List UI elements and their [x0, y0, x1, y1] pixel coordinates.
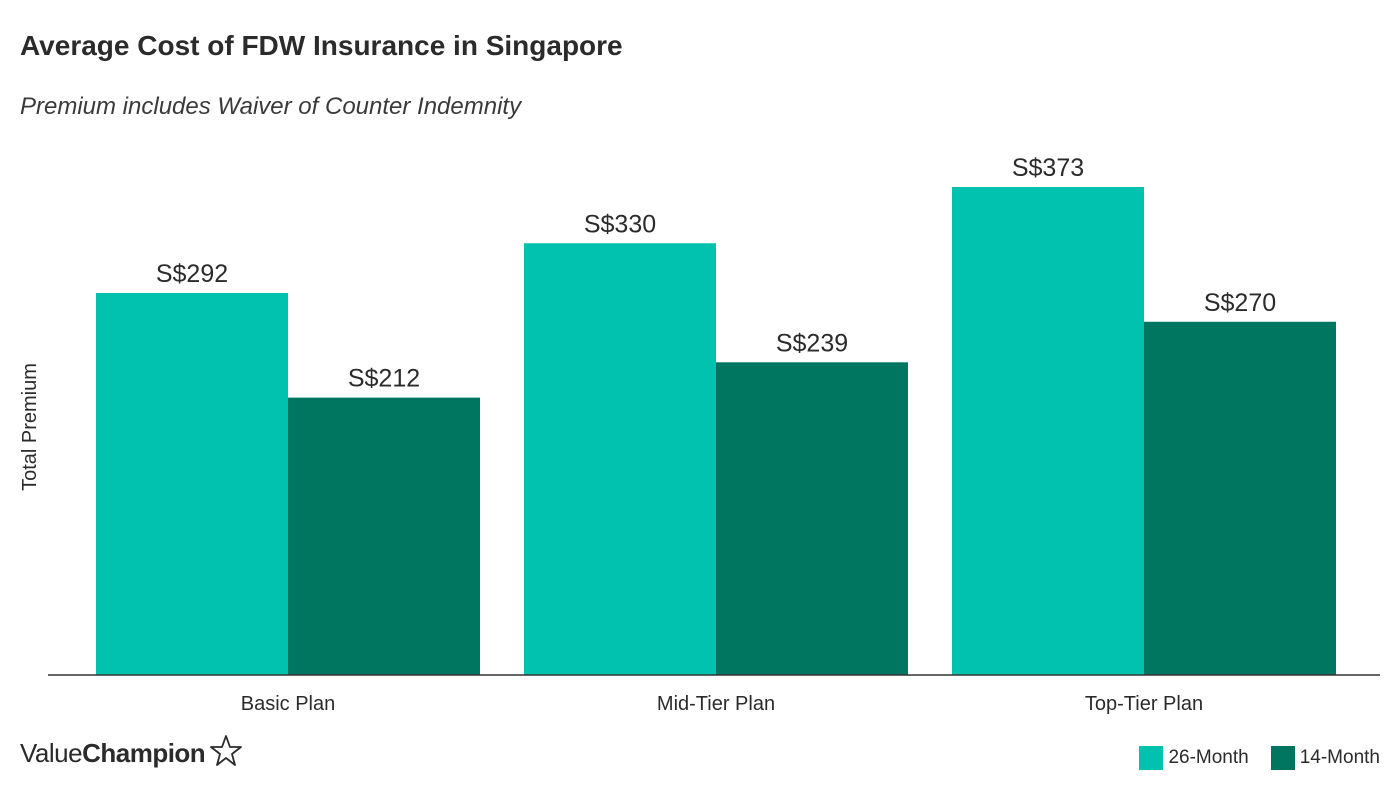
legend-label-26-month: 26-Month: [1168, 747, 1249, 768]
y-axis-label: Total Premium: [19, 363, 41, 491]
legend-label-14-month: 14-Month: [1299, 747, 1380, 768]
x-tick-label-1: Mid-Tier Plan: [657, 693, 775, 715]
brand-name-part1: Value: [20, 738, 83, 768]
bar-26-month-2: [952, 187, 1144, 675]
bar-14-month-1: [716, 362, 908, 675]
bar-26-month-0: [96, 292, 288, 675]
brand-logo: ValueChampion: [20, 734, 243, 773]
data-label-14-month-2: S$270: [1204, 289, 1276, 317]
brand-name-part2: Champion: [82, 738, 206, 768]
data-label-26-month-1: S$330: [584, 210, 656, 238]
data-label-14-month-0: S$212: [348, 365, 420, 393]
legend-item-26-month: 26-Month: [1139, 746, 1249, 770]
legend: 26-Month 14-Month: [1117, 746, 1380, 770]
legend-swatch-14-month: [1270, 746, 1295, 770]
bar-14-month-2: [1144, 321, 1336, 675]
bar-26-month-1: [524, 243, 716, 675]
legend-swatch-26-month: [1139, 746, 1164, 770]
brand-name: ValueChampion: [20, 738, 206, 769]
x-tick-label-2: Top-Tier Plan: [1085, 693, 1203, 715]
data-label-14-month-1: S$239: [776, 329, 848, 357]
data-label-26-month-0: S$292: [156, 260, 228, 288]
bar-14-month-0: [288, 397, 480, 675]
data-label-26-month-2: S$373: [1012, 154, 1084, 182]
chart-title: Average Cost of FDW Insurance in Singapo…: [20, 30, 623, 61]
chart-subtitle: Premium includes Waiver of Counter Indem…: [20, 93, 522, 120]
legend-item-14-month: 14-Month: [1270, 746, 1380, 770]
x-tick-label-0: Basic Plan: [241, 693, 336, 715]
star-outline-icon: [209, 734, 243, 773]
